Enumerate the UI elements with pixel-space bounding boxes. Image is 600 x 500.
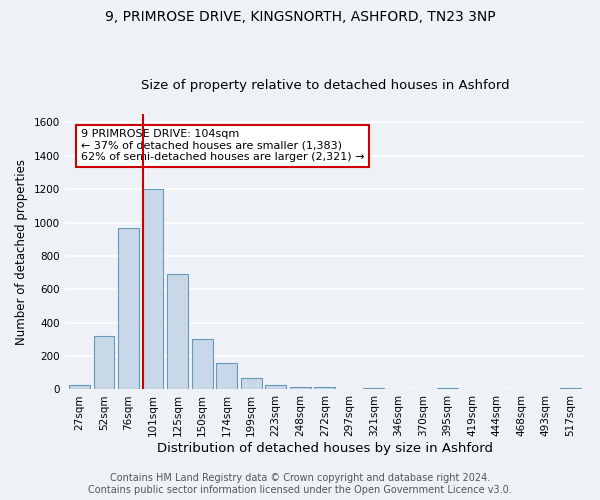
Bar bbox=[241, 378, 262, 390]
Bar bbox=[94, 336, 115, 390]
Bar bbox=[118, 228, 139, 390]
Text: 9, PRIMROSE DRIVE, KINGSNORTH, ASHFORD, TN23 3NP: 9, PRIMROSE DRIVE, KINGSNORTH, ASHFORD, … bbox=[104, 10, 496, 24]
Text: 9 PRIMROSE DRIVE: 104sqm
← 37% of detached houses are smaller (1,383)
62% of sem: 9 PRIMROSE DRIVE: 104sqm ← 37% of detach… bbox=[80, 129, 364, 162]
Bar bbox=[314, 387, 335, 390]
Bar bbox=[216, 362, 237, 390]
Bar bbox=[560, 388, 581, 390]
Title: Size of property relative to detached houses in Ashford: Size of property relative to detached ho… bbox=[140, 79, 509, 92]
Bar bbox=[191, 340, 212, 390]
Y-axis label: Number of detached properties: Number of detached properties bbox=[15, 158, 28, 344]
Text: Contains HM Land Registry data © Crown copyright and database right 2024.
Contai: Contains HM Land Registry data © Crown c… bbox=[88, 474, 512, 495]
Bar bbox=[364, 388, 385, 390]
Bar bbox=[167, 274, 188, 390]
Bar bbox=[265, 386, 286, 390]
Bar bbox=[437, 388, 458, 390]
Bar bbox=[69, 386, 90, 390]
Bar bbox=[143, 189, 163, 390]
Bar bbox=[290, 387, 311, 390]
X-axis label: Distribution of detached houses by size in Ashford: Distribution of detached houses by size … bbox=[157, 442, 493, 455]
